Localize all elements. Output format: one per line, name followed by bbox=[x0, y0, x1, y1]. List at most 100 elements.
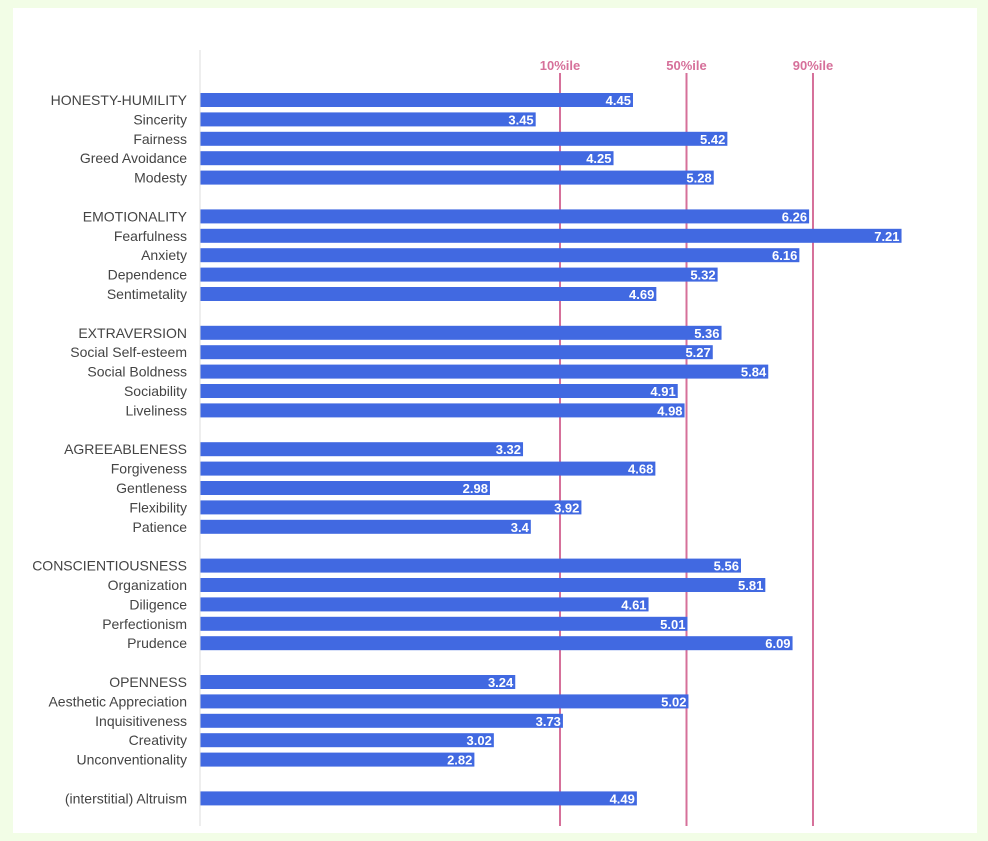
bar-value-label: 4.49 bbox=[610, 791, 635, 806]
bar-value-label: 3.32 bbox=[496, 442, 521, 457]
bar-value-label: 5.28 bbox=[686, 171, 711, 186]
bar bbox=[200, 248, 800, 263]
bar bbox=[200, 461, 656, 476]
category-label: Prudence bbox=[127, 635, 187, 651]
category-label: CONSCIENTIOUSNESS bbox=[32, 558, 187, 574]
bar-value-label: 7.21 bbox=[874, 229, 899, 244]
bar bbox=[200, 791, 637, 806]
bar-value-label: 4.68 bbox=[628, 462, 653, 477]
bar bbox=[200, 93, 633, 107]
category-label: Forgiveness bbox=[111, 461, 187, 477]
category-label: Sincerity bbox=[133, 111, 187, 127]
bars bbox=[200, 93, 902, 806]
category-label: Unconventionality bbox=[76, 752, 187, 768]
bar-value-label: 4.61 bbox=[621, 597, 646, 612]
bar bbox=[200, 364, 769, 379]
bar-value-label: 4.45 bbox=[606, 93, 631, 108]
reference-label-3: 90%ile bbox=[793, 58, 833, 73]
value-labels: 4.45 3.45 5.42 4.25 5.28 6.26 7.21 6.16 5.32 4.69… bbox=[447, 93, 899, 806]
bar bbox=[200, 675, 516, 689]
bar bbox=[200, 287, 657, 301]
bar bbox=[200, 384, 678, 398]
bar-value-label: 6.16 bbox=[772, 248, 797, 263]
bar bbox=[200, 713, 563, 728]
bar-value-label: 4.91 bbox=[650, 384, 675, 399]
bar bbox=[200, 733, 494, 748]
bar-value-label: 5.27 bbox=[685, 345, 710, 360]
bar bbox=[200, 325, 722, 340]
category-label: Creativity bbox=[129, 732, 187, 748]
bar bbox=[200, 752, 475, 767]
category-label: Gentleness bbox=[116, 480, 187, 496]
bar bbox=[200, 694, 689, 709]
bar bbox=[200, 228, 902, 243]
bar-value-label: 3.24 bbox=[488, 675, 514, 690]
category-label: Sentimetality bbox=[107, 286, 187, 302]
bar bbox=[200, 267, 718, 282]
bar-value-label: 5.02 bbox=[661, 694, 686, 709]
bar bbox=[200, 345, 713, 360]
category-label: Social Self-esteem bbox=[70, 344, 187, 360]
category-label: EXTRAVERSION bbox=[78, 325, 187, 341]
bar-value-label: 4.98 bbox=[657, 403, 682, 418]
bar-value-label: 3.45 bbox=[508, 112, 533, 127]
bar-value-label: 2.82 bbox=[447, 753, 472, 768]
reference-label-1: 10%ile bbox=[540, 58, 580, 73]
category-label: Aesthetic Appreciation bbox=[48, 693, 187, 709]
bar bbox=[200, 209, 810, 224]
bar-value-label: 3.73 bbox=[536, 714, 561, 729]
bar-value-label: 5.01 bbox=[660, 617, 685, 632]
bar-value-label: 3.92 bbox=[554, 500, 579, 515]
bar-value-label: 5.84 bbox=[741, 365, 767, 380]
category-label: Fearfulness bbox=[114, 228, 187, 244]
bar bbox=[200, 558, 741, 573]
category-label: Flexibility bbox=[129, 499, 187, 515]
category-label: OPENNESS bbox=[109, 674, 187, 690]
category-label: Inquisitiveness bbox=[95, 713, 187, 729]
category-label: Modesty bbox=[134, 170, 187, 186]
bar bbox=[200, 500, 582, 515]
bar bbox=[200, 442, 524, 457]
category-label: Dependence bbox=[108, 267, 188, 283]
bar-value-label: 4.25 bbox=[586, 151, 611, 166]
bar-value-label: 5.56 bbox=[714, 559, 739, 574]
bar bbox=[200, 616, 688, 631]
category-label: Greed Avoidance bbox=[80, 150, 187, 166]
bar bbox=[200, 578, 766, 592]
category-labels: HONESTY-HUMILITY Sincerity Fairness Greed A… bbox=[32, 92, 187, 806]
bar-value-label: 5.42 bbox=[700, 132, 725, 147]
bar bbox=[200, 597, 649, 612]
bar-value-label: 6.26 bbox=[782, 209, 807, 224]
bar-value-label: 4.69 bbox=[629, 287, 654, 302]
category-label: Diligence bbox=[129, 596, 187, 612]
bar bbox=[200, 170, 714, 185]
category-label: Anxiety bbox=[141, 247, 187, 263]
bar bbox=[200, 112, 536, 127]
bar-value-label: 3.02 bbox=[467, 733, 492, 748]
category-label: (interstitial) Altruism bbox=[65, 790, 187, 806]
category-label: AGREEABLENESS bbox=[64, 441, 187, 457]
reference-labels: 10%ile 50%ile 90%ile bbox=[540, 58, 833, 73]
bar bbox=[200, 636, 793, 651]
category-label: EMOTIONALITY bbox=[83, 208, 188, 224]
category-label: Organization bbox=[108, 577, 187, 593]
bar-value-label: 2.98 bbox=[463, 481, 488, 496]
bar-value-label: 5.81 bbox=[738, 578, 763, 593]
bar bbox=[200, 481, 490, 495]
bar bbox=[200, 131, 728, 146]
category-label: HONESTY-HUMILITY bbox=[51, 92, 188, 108]
bar-value-label: 5.32 bbox=[690, 268, 715, 283]
category-label: Perfectionism bbox=[102, 616, 187, 632]
bar bbox=[200, 403, 685, 418]
category-label: Sociability bbox=[124, 383, 187, 399]
bar-value-label: 3.4 bbox=[511, 520, 530, 535]
bar-value-label: 6.09 bbox=[765, 636, 790, 651]
bar bbox=[200, 519, 531, 534]
category-label: Liveliness bbox=[126, 402, 187, 418]
category-label: Social Boldness bbox=[87, 364, 187, 380]
reference-lines bbox=[559, 73, 814, 826]
bar-value-label: 5.36 bbox=[694, 326, 719, 341]
reference-label-2: 50%ile bbox=[666, 58, 706, 73]
bar bbox=[200, 151, 614, 166]
